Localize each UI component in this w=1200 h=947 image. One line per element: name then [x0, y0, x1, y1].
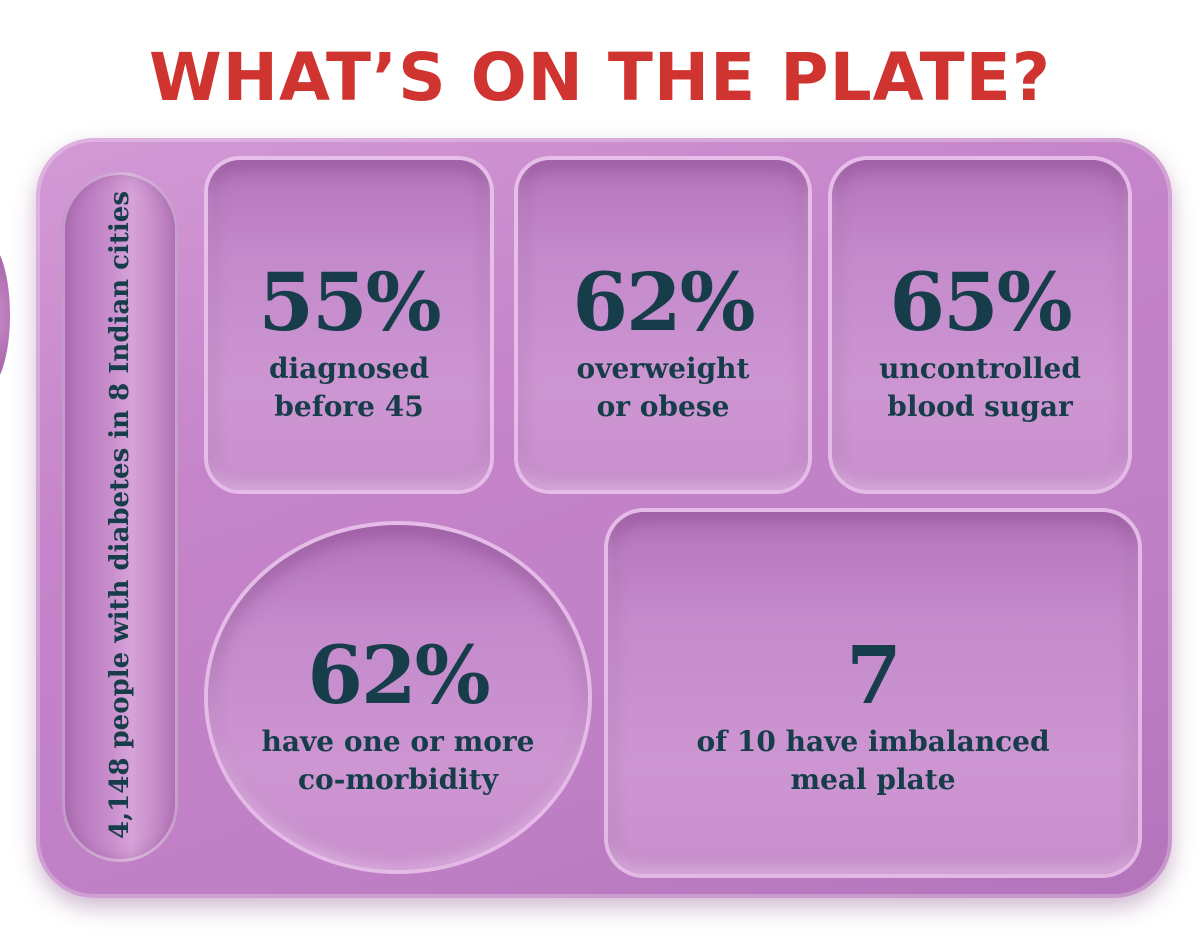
stat-description-line: have one or more — [261, 725, 535, 758]
stat-imbalanced-meal-plate: 7 of 10 have imbalanced meal plate — [608, 635, 1138, 799]
stat-description-line: before 45 — [274, 390, 424, 423]
stat-comorbidity: 62% have one or more co-morbidity — [208, 635, 588, 799]
stat-description-line: or obese — [596, 390, 730, 423]
stat-value: 55% — [258, 255, 441, 349]
compartment-top-middle — [518, 160, 808, 490]
compartment-round-bowl — [208, 525, 588, 870]
neighbor-tray-edge — [0, 240, 10, 390]
stat-description-line: of 10 have imbalanced — [696, 725, 1050, 758]
compartment-top-left — [208, 160, 490, 490]
sample-size-label: 4,148 people with diabetes in 8 Indian c… — [105, 191, 135, 839]
stat-description-line: co-morbidity — [297, 763, 499, 796]
compartment-top-right — [832, 160, 1128, 490]
stat-description-line: diagnosed — [268, 352, 430, 385]
stat-value: 7 — [846, 628, 902, 722]
stat-diagnosed-before-45: 55% diagnosed before 45 — [208, 262, 490, 426]
stat-description-line: blood sugar — [887, 390, 1073, 423]
stat-value: 62% — [307, 628, 490, 722]
stat-value: 65% — [889, 255, 1072, 349]
tray-side-rail — [62, 172, 178, 862]
stat-uncontrolled-blood-sugar: 65% uncontrolled blood sugar — [832, 262, 1128, 426]
stat-overweight-or-obese: 62% overweight or obese — [518, 262, 808, 426]
stat-description-line: meal plate — [790, 763, 956, 796]
stat-description-line: overweight — [576, 352, 750, 385]
compartment-bottom-right — [608, 512, 1138, 874]
stat-description-line: uncontrolled — [879, 352, 1081, 385]
stat-value: 62% — [572, 255, 755, 349]
infographic-title: WHAT’S ON THE PLATE? — [148, 39, 1051, 116]
